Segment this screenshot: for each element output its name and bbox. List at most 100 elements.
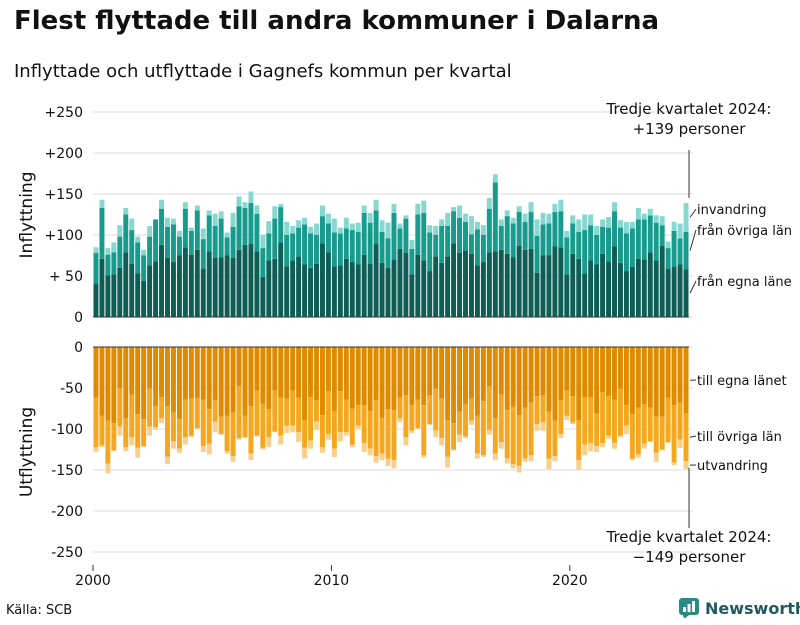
bar-inflow: [236, 249, 242, 317]
bar-outflow: [242, 437, 248, 439]
bar-outflow: [200, 347, 206, 400]
bar-outflow: [433, 347, 439, 389]
bar-inflow: [290, 233, 296, 261]
y-tick-label: +150: [45, 187, 83, 203]
bar-inflow: [623, 221, 629, 234]
bar-inflow: [349, 262, 355, 317]
bar-inflow: [302, 264, 308, 317]
bar-outflow: [296, 432, 302, 443]
bottom-annotation-line1: Tredje kvartalet 2024:: [606, 528, 772, 546]
bar-outflow: [99, 415, 105, 446]
bar-outflow: [206, 443, 212, 455]
bar-inflow: [540, 255, 546, 317]
bar-outflow: [445, 456, 451, 468]
bar-inflow: [272, 218, 278, 259]
bar-outflow: [594, 413, 600, 447]
bar-inflow: [683, 231, 689, 270]
bar-inflow: [343, 228, 349, 259]
bar-outflow: [349, 408, 355, 445]
bar-outflow: [260, 347, 266, 404]
bar-inflow: [308, 226, 314, 234]
bar-inflow: [409, 248, 415, 275]
bar-inflow: [135, 273, 141, 317]
bar-inflow: [498, 225, 504, 250]
bar-inflow: [516, 212, 522, 246]
bar-outflow: [278, 397, 284, 436]
bar-inflow: [665, 268, 671, 317]
bar-inflow: [582, 214, 588, 231]
bar-outflow: [504, 347, 510, 411]
bar-outflow: [355, 347, 361, 406]
bar-inflow: [129, 230, 135, 264]
bar-inflow: [480, 262, 486, 317]
bar-outflow: [463, 347, 468, 405]
bar-inflow: [397, 248, 403, 317]
bar-inflow: [427, 271, 433, 317]
x-tick-label: 2000: [75, 573, 111, 589]
bar-outflow: [659, 347, 665, 417]
bar-inflow: [296, 256, 302, 317]
bar-inflow: [153, 261, 159, 317]
bar-outflow: [248, 406, 254, 454]
bar-inflow: [468, 216, 474, 235]
bar-outflow: [373, 456, 379, 463]
bar-outflow: [123, 347, 129, 419]
bar-outflow: [606, 435, 612, 439]
bar-outflow: [659, 416, 665, 450]
bar-inflow: [170, 224, 176, 263]
bar-outflow: [284, 425, 290, 434]
bar-outflow: [355, 425, 361, 429]
bar-outflow: [188, 435, 194, 438]
bar-outflow: [474, 453, 480, 459]
bar-inflow: [582, 230, 588, 274]
bar-inflow: [218, 218, 224, 258]
bar-inflow: [105, 275, 111, 317]
bar-inflow: [349, 223, 355, 231]
bar-inflow: [433, 256, 439, 317]
bar-inflow: [93, 283, 99, 317]
bar-outflow: [486, 429, 492, 435]
bar-outflow: [617, 388, 623, 436]
bar-outflow: [117, 388, 123, 427]
bar-inflow: [367, 263, 373, 317]
bar-outflow: [427, 424, 433, 425]
bar-outflow: [641, 404, 647, 444]
bar-inflow: [463, 221, 468, 251]
bar-outflow: [224, 415, 230, 452]
bar-inflow: [415, 203, 421, 215]
bar-inflow: [129, 263, 135, 317]
bar-outflow: [182, 347, 188, 400]
bar-inflow: [463, 213, 468, 222]
bar-inflow: [206, 210, 212, 216]
bar-outflow: [427, 395, 433, 425]
bar-outflow: [552, 347, 558, 421]
bar-inflow: [302, 224, 308, 265]
bar-outflow: [594, 347, 600, 414]
bar-outflow: [606, 396, 612, 436]
bar-outflow: [308, 397, 314, 441]
bar-inflow: [325, 223, 331, 253]
bar-outflow: [391, 347, 397, 411]
bar-outflow: [677, 402, 683, 440]
bar-outflow: [194, 397, 200, 429]
bar-outflow: [510, 464, 516, 469]
bar-outflow: [230, 456, 236, 462]
bar-inflow: [278, 207, 284, 243]
bar-inflow: [200, 268, 206, 317]
bar-inflow: [385, 222, 391, 239]
bar-inflow: [331, 266, 337, 317]
top-annotation-line2: +139 personer: [633, 120, 747, 138]
bar-outflow: [176, 448, 182, 453]
bar-outflow: [93, 397, 99, 448]
bar-outflow: [141, 419, 147, 447]
bar-outflow: [129, 394, 135, 438]
bar-outflow: [492, 347, 498, 419]
bar-inflow: [558, 199, 564, 212]
bar-outflow: [671, 405, 677, 463]
bar-inflow: [272, 258, 278, 317]
bar-inflow: [266, 221, 272, 234]
bar-inflow: [242, 207, 248, 245]
bar-outflow: [290, 390, 296, 426]
bar-inflow: [224, 232, 230, 238]
bar-outflow: [182, 399, 188, 438]
